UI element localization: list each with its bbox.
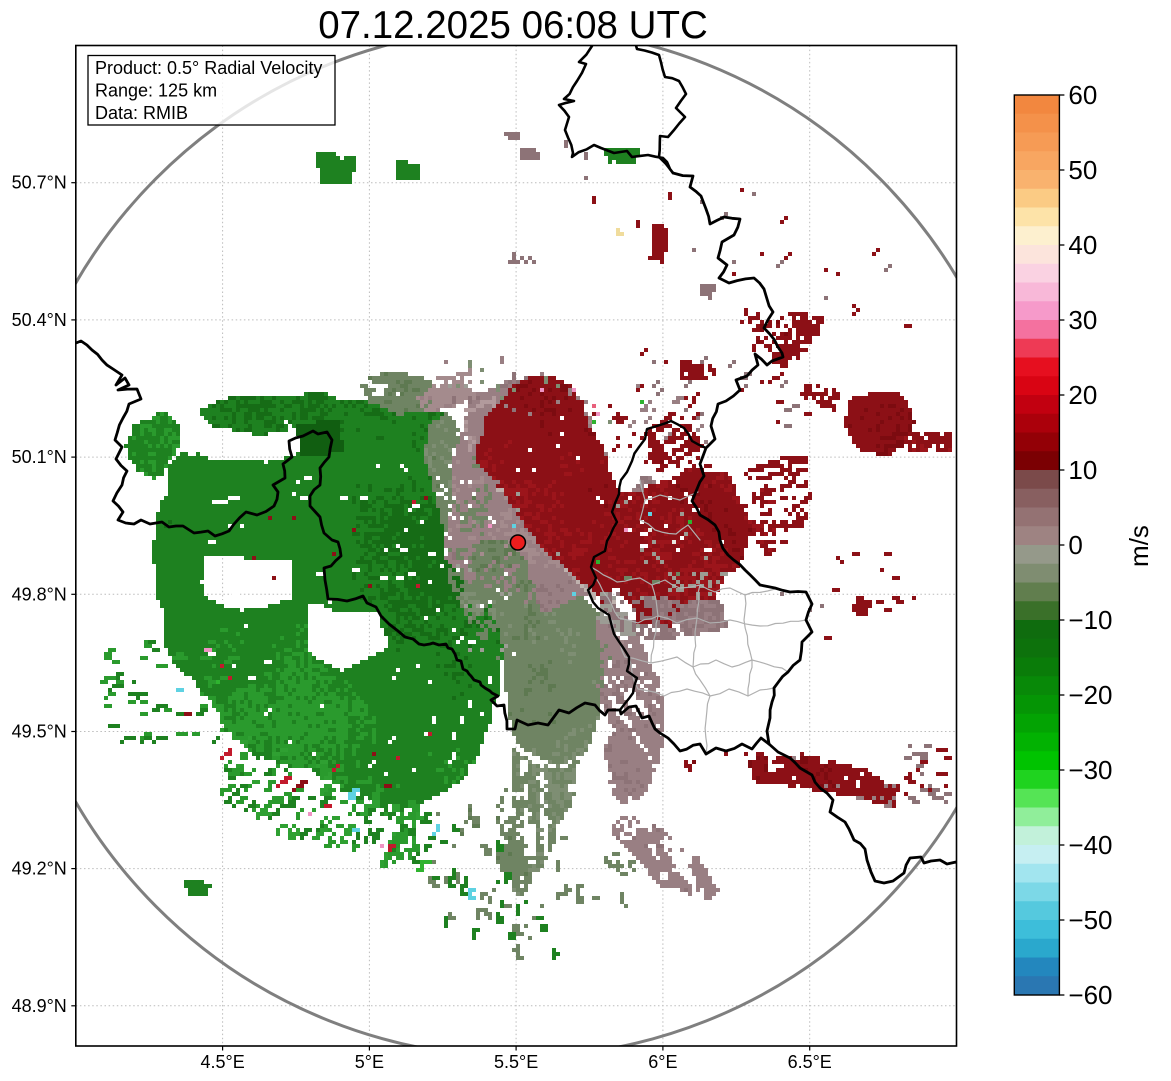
svg-text:−40: −40 bbox=[1068, 830, 1112, 860]
svg-text:40: 40 bbox=[1068, 230, 1097, 260]
svg-text:6.5°E: 6.5°E bbox=[788, 1052, 832, 1072]
svg-text:50.7°N: 50.7°N bbox=[12, 173, 67, 193]
svg-text:10: 10 bbox=[1068, 455, 1097, 485]
svg-text:5°E: 5°E bbox=[355, 1052, 384, 1072]
svg-text:07.12.2025 06:08 UTC: 07.12.2025 06:08 UTC bbox=[318, 4, 708, 47]
svg-text:5.5°E: 5.5°E bbox=[494, 1052, 538, 1072]
svg-text:0: 0 bbox=[1068, 530, 1082, 560]
svg-text:49.5°N: 49.5°N bbox=[12, 722, 67, 742]
svg-text:49.8°N: 49.8°N bbox=[12, 584, 67, 604]
svg-text:m/s: m/s bbox=[1124, 525, 1154, 567]
svg-text:6°E: 6°E bbox=[648, 1052, 677, 1072]
svg-text:50: 50 bbox=[1068, 155, 1097, 185]
svg-text:−20: −20 bbox=[1068, 680, 1112, 710]
svg-text:Range: 125 km: Range: 125 km bbox=[95, 81, 217, 101]
svg-text:60: 60 bbox=[1068, 80, 1097, 110]
svg-text:50.4°N: 50.4°N bbox=[12, 310, 67, 330]
svg-text:50.1°N: 50.1°N bbox=[12, 447, 67, 467]
svg-text:20: 20 bbox=[1068, 380, 1097, 410]
svg-text:−50: −50 bbox=[1068, 905, 1112, 935]
svg-text:Data: RMIB: Data: RMIB bbox=[95, 103, 188, 123]
svg-text:48.9°N: 48.9°N bbox=[12, 996, 67, 1016]
svg-text:−60: −60 bbox=[1068, 980, 1112, 1010]
svg-text:30: 30 bbox=[1068, 305, 1097, 335]
svg-text:−10: −10 bbox=[1068, 605, 1112, 635]
svg-text:49.2°N: 49.2°N bbox=[12, 859, 67, 879]
svg-text:−30: −30 bbox=[1068, 755, 1112, 785]
svg-text:4.5°E: 4.5°E bbox=[200, 1052, 244, 1072]
svg-text:Product: 0.5° Radial Velocity: Product: 0.5° Radial Velocity bbox=[95, 58, 322, 78]
